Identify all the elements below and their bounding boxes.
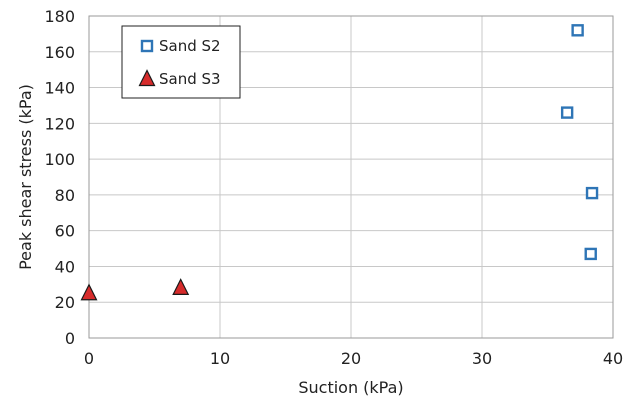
x-tick-label: 0 (84, 349, 94, 368)
data-point (587, 188, 597, 198)
legend-marker (142, 41, 152, 51)
data-point (573, 25, 583, 35)
y-tick-label: 120 (44, 114, 75, 133)
x-axis-label: Suction (kPa) (298, 378, 403, 397)
y-tick-label: 40 (55, 257, 75, 276)
data-point (562, 108, 572, 118)
series-sand-s2 (562, 25, 597, 259)
legend: Sand S2 Sand S3 (122, 26, 240, 98)
y-tick-label: 100 (44, 150, 75, 169)
x-tick-label: 20 (341, 349, 361, 368)
y-tick-label: 160 (44, 43, 75, 62)
y-tick-label: 80 (55, 186, 75, 205)
series-sand-s3 (82, 279, 189, 299)
y-axis-label: Peak shear stress (kPa) (16, 84, 35, 270)
data-point (173, 279, 188, 294)
legend-label: Sand S3 (159, 70, 221, 88)
data-point (586, 249, 596, 259)
legend-label: Sand S2 (159, 37, 221, 55)
x-tick-label: 40 (603, 349, 623, 368)
y-tick-label: 140 (44, 79, 75, 98)
y-tick-label: 20 (55, 293, 75, 312)
y-tick-label: 0 (65, 329, 75, 348)
x-tick-label: 30 (472, 349, 492, 368)
y-tick-label: 180 (44, 7, 75, 26)
data-point (82, 285, 97, 300)
x-tick-label: 10 (210, 349, 230, 368)
y-tick-label: 60 (55, 222, 75, 241)
